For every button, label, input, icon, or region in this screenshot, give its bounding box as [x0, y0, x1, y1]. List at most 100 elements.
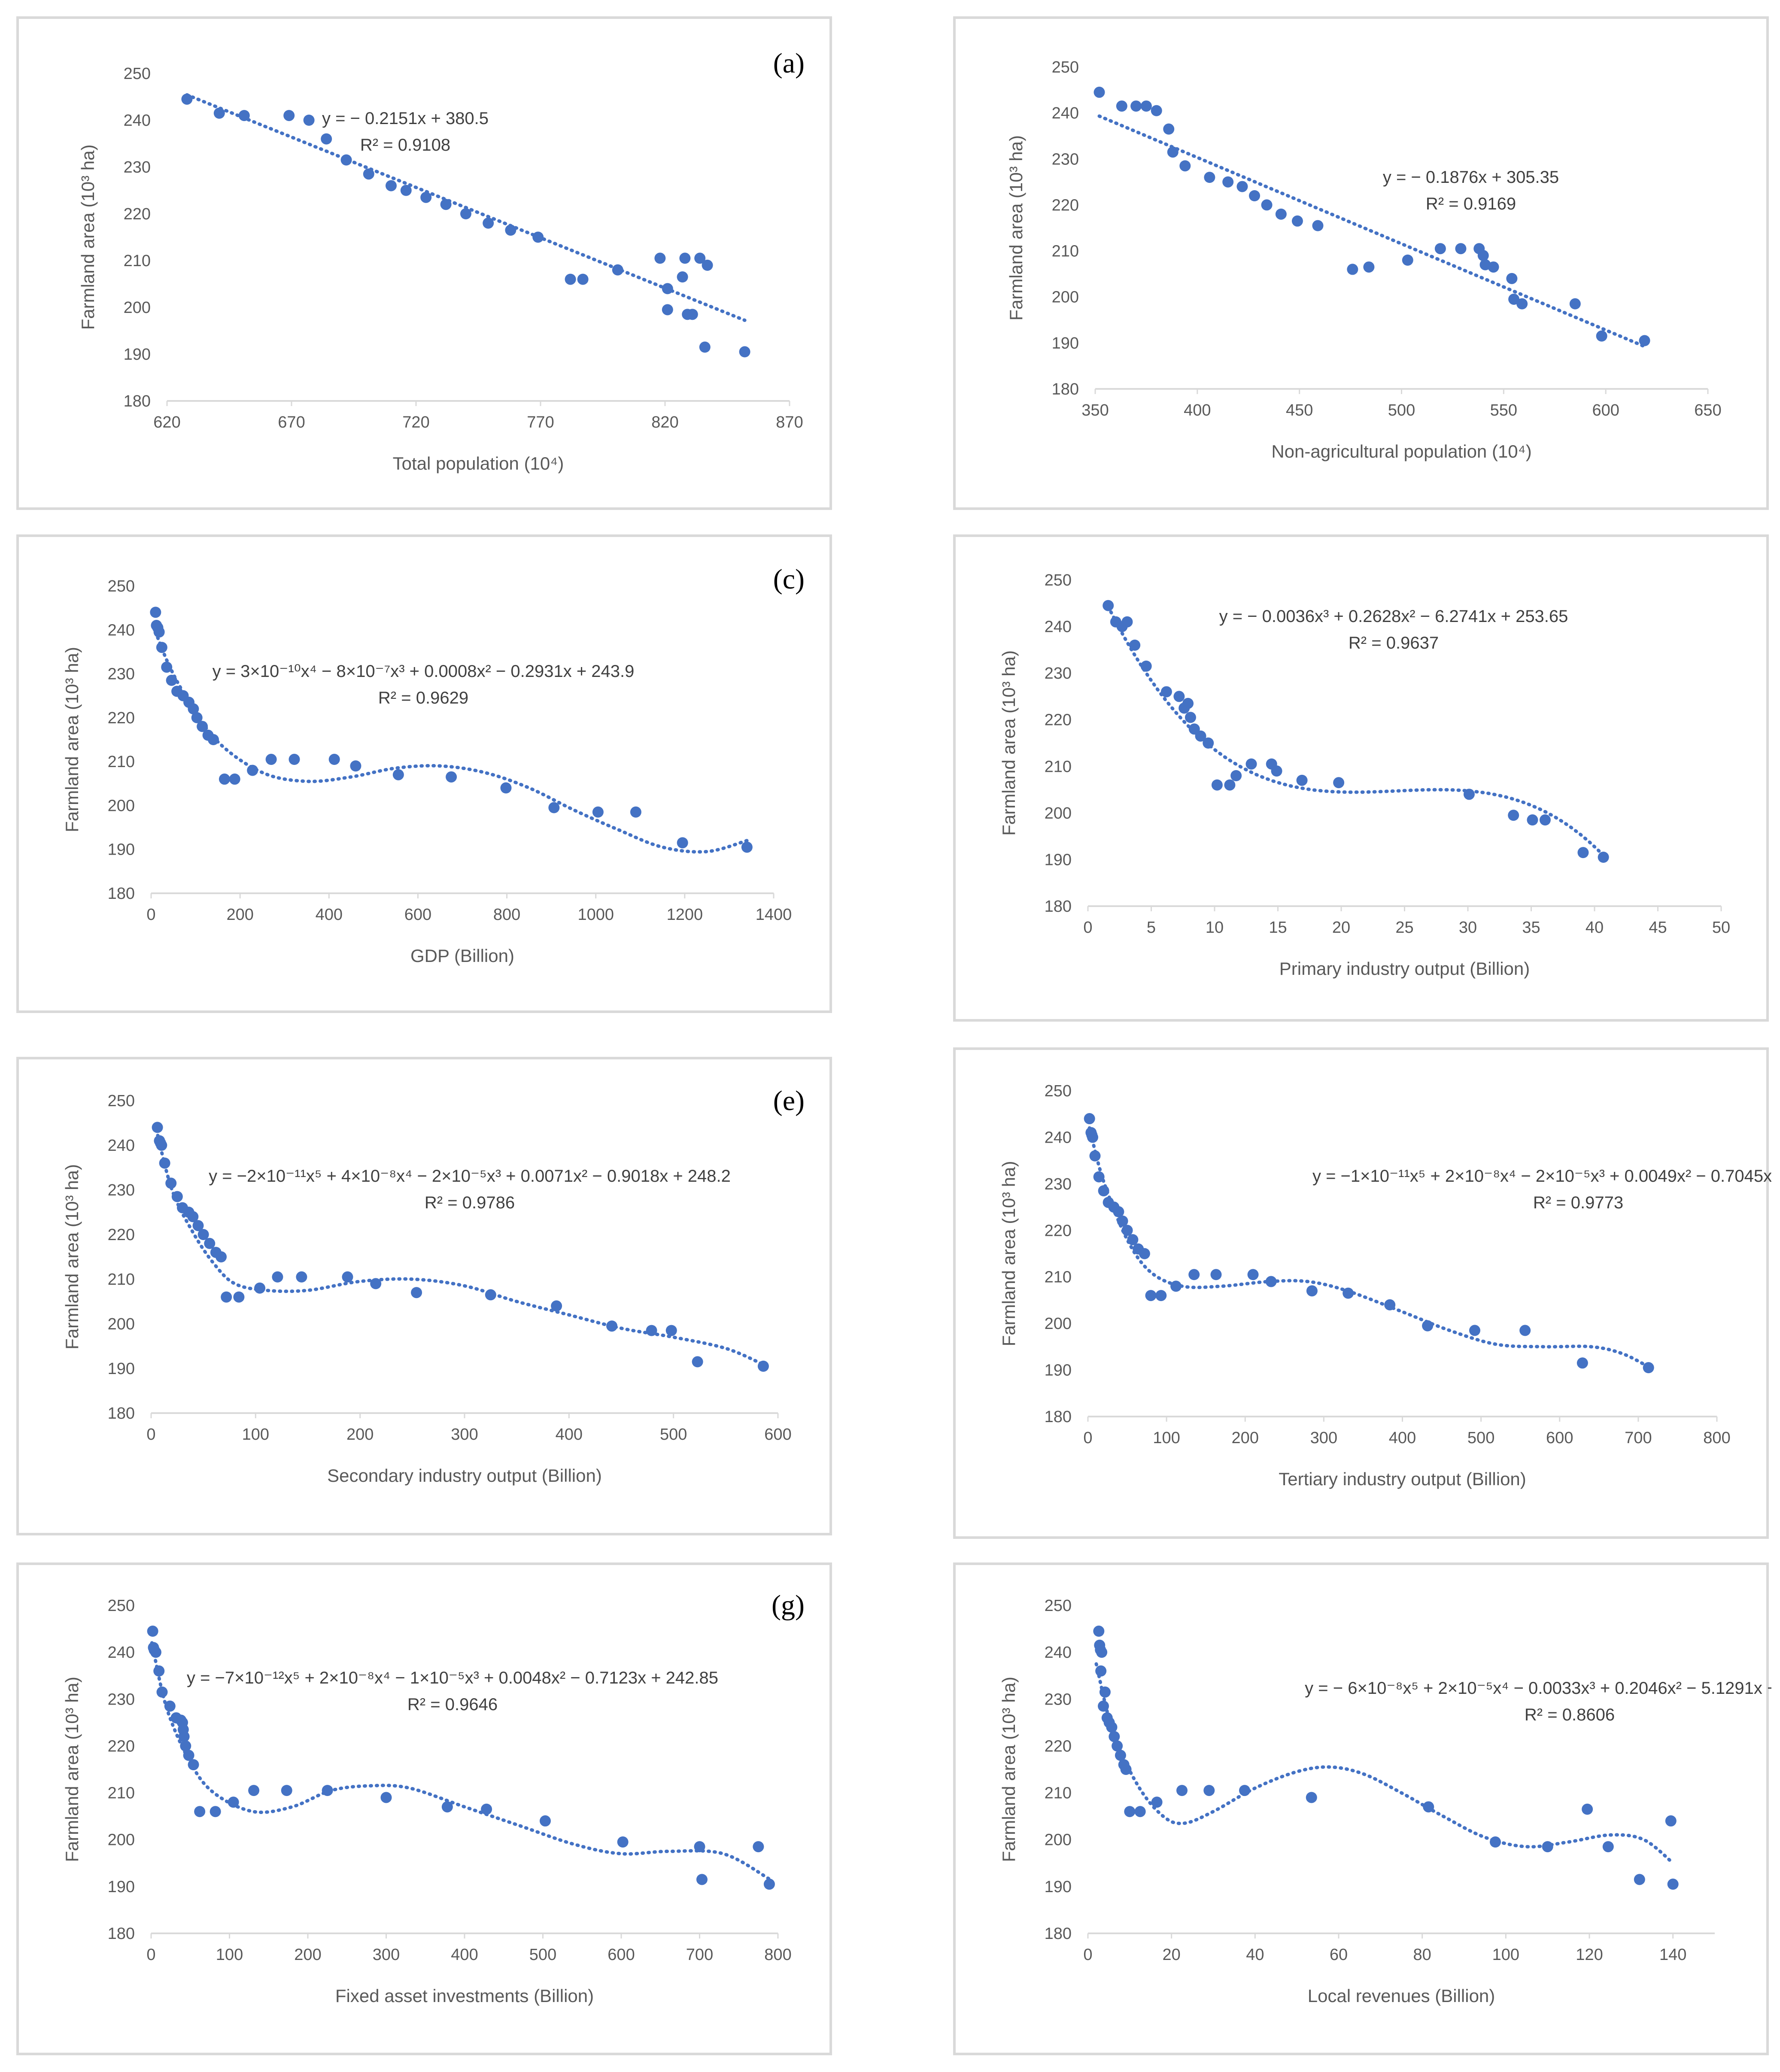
data-point — [1539, 814, 1551, 826]
data-point — [665, 1325, 677, 1336]
x-tick-label: 870 — [776, 413, 803, 431]
data-point — [166, 674, 177, 686]
data-point — [159, 1157, 170, 1169]
data-point — [1384, 1299, 1396, 1311]
y-tick-label: 220 — [108, 709, 135, 727]
x-axis-label: Non-agricultural population (10⁴) — [1271, 441, 1531, 461]
data-point — [1333, 777, 1345, 789]
y-tick-label: 220 — [1045, 1222, 1072, 1240]
data-point — [1224, 779, 1236, 791]
y-tick-label: 200 — [1045, 804, 1072, 822]
data-point — [233, 1291, 245, 1303]
r-squared: R² = 0.9646 — [407, 1695, 498, 1714]
data-point — [219, 774, 230, 785]
y-tick-label: 200 — [124, 299, 151, 317]
data-point — [753, 1841, 764, 1853]
data-point — [1167, 146, 1179, 158]
y-tick-label: 180 — [1045, 1408, 1072, 1426]
data-point — [1569, 298, 1581, 309]
x-tick-label: 770 — [527, 413, 554, 431]
data-point — [272, 1271, 283, 1283]
data-point — [1306, 1792, 1317, 1803]
x-tick-label: 1000 — [577, 906, 614, 924]
y-tick-label: 240 — [1052, 104, 1079, 122]
data-point — [739, 346, 750, 358]
y-tick-label: 190 — [108, 1878, 135, 1896]
trendline — [185, 93, 747, 322]
scatter-chart: 0 100 200 300 400 500 600 180 190 200 210 220 230 240… — [62, 1085, 805, 1486]
chart-panel: 0 20 40 60 80 100 120 140 180 190 200 210 220 230 240 2… — [953, 1562, 1771, 2055]
x-axis-label: GDP (Billion) — [410, 946, 514, 966]
data-point — [1527, 814, 1538, 826]
data-point — [1099, 1686, 1111, 1698]
data-point — [505, 224, 516, 236]
y-tick-label: 190 — [108, 841, 135, 859]
data-point — [592, 806, 604, 818]
y-tick-label: 250 — [1045, 1597, 1072, 1615]
data-point — [1130, 100, 1142, 112]
x-tick-label: 200 — [226, 906, 253, 924]
data-point — [265, 754, 277, 765]
data-point — [1271, 765, 1282, 777]
data-point — [1455, 243, 1467, 255]
data-point — [321, 133, 332, 145]
data-point — [208, 734, 219, 745]
y-tick-label: 180 — [108, 1925, 135, 1943]
data-point — [1247, 1269, 1259, 1280]
data-point — [183, 1750, 194, 1761]
data-point — [702, 259, 713, 271]
data-point — [1598, 852, 1609, 863]
panel-label: (a) — [773, 48, 805, 79]
y-tick-label: 240 — [1045, 1644, 1072, 1662]
x-tick-label: 200 — [294, 1946, 321, 1964]
data-point — [1170, 1280, 1182, 1292]
data-point — [156, 1686, 168, 1698]
x-tick-label: 0 — [146, 1426, 155, 1444]
y-axis-label: Farmland area (10³ ha) — [62, 1677, 82, 1862]
data-point — [696, 1874, 708, 1885]
r-squared: R² = 0.9637 — [1349, 634, 1439, 652]
data-point — [1211, 779, 1223, 791]
data-point — [1347, 264, 1358, 275]
data-point — [1312, 220, 1324, 231]
data-point — [1463, 789, 1475, 800]
data-point — [1423, 1801, 1434, 1813]
data-point — [662, 304, 673, 316]
x-tick-label: 5 — [1147, 919, 1156, 937]
data-point — [1151, 105, 1162, 116]
data-point — [289, 754, 300, 765]
data-point — [1596, 330, 1607, 342]
data-point — [1306, 1285, 1318, 1297]
y-tick-label: 200 — [108, 1315, 135, 1333]
data-point — [1182, 698, 1194, 709]
data-point — [1488, 261, 1499, 273]
y-tick-label: 220 — [1045, 1737, 1072, 1755]
data-point — [153, 626, 165, 638]
trendline — [1097, 114, 1649, 349]
x-tick-label: 100 — [242, 1426, 269, 1444]
data-point — [1402, 255, 1413, 266]
data-point — [1173, 691, 1185, 702]
data-point — [1469, 1325, 1480, 1336]
data-point — [1155, 1290, 1167, 1301]
x-tick-label: 15 — [1269, 919, 1287, 937]
data-point — [1249, 190, 1261, 201]
x-tick-label: 200 — [346, 1426, 374, 1444]
data-point — [213, 107, 225, 119]
x-tick-label: 1200 — [667, 906, 703, 924]
x-tick-label: 0 — [146, 1946, 155, 1964]
data-point — [229, 774, 240, 785]
trendline — [150, 1641, 772, 1881]
data-point — [178, 1731, 190, 1742]
scatter-chart: 620 670 720 770 820 870 180 190 200 210 220 230 240 2… — [78, 48, 805, 473]
x-axis-label: Total population (10⁴) — [393, 453, 564, 473]
x-tick-label: 0 — [1083, 919, 1092, 937]
x-tick-label: 35 — [1522, 919, 1540, 937]
data-point — [194, 1806, 206, 1817]
panel-label: (e) — [773, 1085, 805, 1116]
x-axis-label: Local revenues (Billion) — [1308, 1986, 1495, 2006]
y-tick-label: 180 — [124, 392, 151, 410]
y-tick-label: 210 — [1045, 758, 1072, 776]
chart-panel: 350 400 450 500 550 600 650 180 190 200 210 220 230 2… — [953, 16, 1769, 510]
y-tick-label: 220 — [1045, 711, 1072, 729]
